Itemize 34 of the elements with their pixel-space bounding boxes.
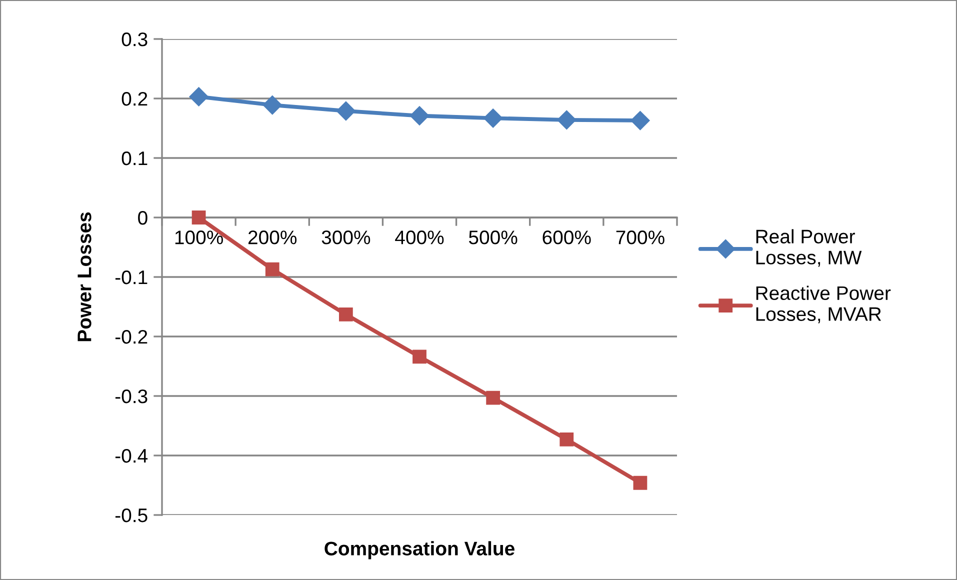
x-tick-label: 100% xyxy=(175,230,223,244)
point xyxy=(557,110,576,130)
y-tick-label: -0.3 xyxy=(115,389,148,404)
x-tick-label: 700% xyxy=(616,230,664,244)
y-tick-label: 0.1 xyxy=(122,151,148,166)
y-tick-label: -0.4 xyxy=(115,448,148,463)
y-tick-label: 0.2 xyxy=(122,92,148,106)
y-tick-label: -0.5 xyxy=(115,508,148,522)
y-tick-label: 0 xyxy=(138,210,148,225)
y-tick-label: 0.3 xyxy=(122,32,148,46)
point xyxy=(338,308,353,322)
y-tick-label: -0.2 xyxy=(115,330,148,344)
x-tick-label: 400% xyxy=(395,230,444,244)
point xyxy=(484,108,503,128)
x-tick-label: 600% xyxy=(542,230,591,244)
point xyxy=(633,476,648,490)
y-tick-label: -0.1 xyxy=(115,270,148,284)
x-tick-label: 300% xyxy=(322,230,370,244)
point xyxy=(336,101,356,121)
point xyxy=(189,87,208,106)
point xyxy=(410,106,430,126)
y-axis-title: Power Losses xyxy=(78,212,92,342)
legend-label: Real Power Losses, MW xyxy=(756,229,862,267)
point xyxy=(412,350,426,364)
point xyxy=(192,210,206,224)
x-tick-label: 500% xyxy=(468,230,518,244)
point xyxy=(630,110,650,130)
point xyxy=(486,390,500,405)
x-axis-title: Compensation Value xyxy=(324,541,514,560)
x-tick-label: 200% xyxy=(248,230,297,244)
point xyxy=(560,432,574,446)
point xyxy=(265,262,280,276)
legend-label: Reactive Power Losses, MVAR xyxy=(756,286,891,324)
point xyxy=(262,96,282,115)
